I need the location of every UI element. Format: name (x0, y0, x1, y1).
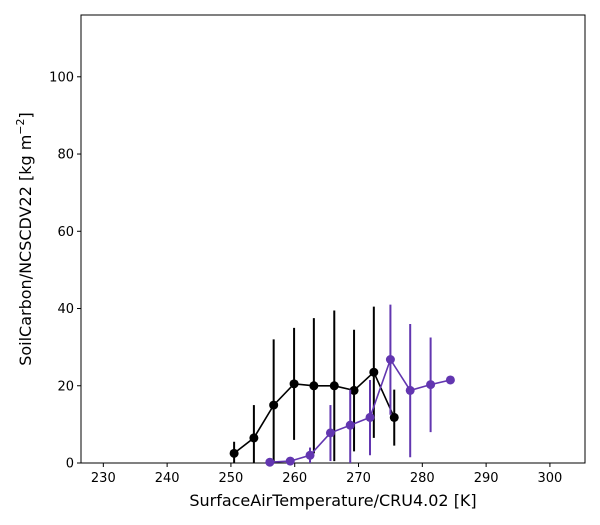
series-0-point-3 (289, 379, 299, 389)
series-0-point-1 (249, 433, 259, 443)
series-0-point-6 (349, 385, 359, 395)
series-1-point-1 (285, 456, 295, 466)
x-tick-label-4: 270 (346, 471, 371, 486)
y-tick-label-2: 40 (57, 302, 74, 317)
y-axis: 0 20 40 60 80 100 (49, 70, 81, 472)
x-axis: 230 240 250 260 270 280 290 300 (91, 463, 562, 486)
y-axis-label-superscript: −2 (14, 118, 27, 134)
x-tick-label-6: 290 (474, 471, 499, 486)
series-0-point-0 (229, 448, 239, 458)
series-1 (265, 304, 455, 467)
series-1-point-6 (385, 354, 395, 364)
series-1-point-0 (265, 457, 275, 467)
y-tick-label-3: 60 (57, 225, 74, 240)
y-axis-label-main: SoilCarbon/NCSCDV22 [kg m (16, 135, 35, 366)
y-axis-label-end: ] (16, 112, 35, 118)
y-tick-label-4: 80 (57, 148, 74, 163)
x-tick-label-2: 250 (219, 471, 244, 486)
series-0-point-7 (369, 367, 379, 377)
series-1-point-4 (345, 420, 355, 430)
series-0-point-8 (389, 412, 399, 422)
y-tick-label-0: 0 (66, 457, 74, 472)
series-1-point-9 (445, 375, 455, 385)
y-axis-label: SoilCarbon/NCSCDV22 [kg m−2] (14, 112, 35, 366)
series-layer (229, 304, 455, 467)
series-1-point-7 (405, 385, 415, 395)
x-tick-label-5: 280 (410, 471, 435, 486)
series-1-point-2 (305, 450, 315, 460)
series-1-point-3 (325, 428, 335, 438)
y-tick-label-1: 20 (57, 379, 74, 394)
x-tick-label-1: 240 (155, 471, 180, 486)
series-1-point-8 (426, 380, 436, 390)
x-axis-label: SurfaceAirTemperature/CRU4.02 [K] (189, 491, 476, 510)
series-1-line (269, 357, 451, 463)
series-0 (229, 306, 399, 463)
series-0-point-4 (309, 381, 319, 391)
series-0-point-5 (329, 381, 339, 391)
x-tick-label-0: 230 (91, 471, 116, 486)
x-tick-label-3: 260 (282, 471, 307, 486)
plot-area (80, 14, 586, 464)
x-tick-label-7: 300 (537, 471, 562, 486)
series-0-point-2 (269, 400, 279, 410)
y-tick-label-5: 100 (49, 70, 74, 85)
series-1-point-5 (365, 412, 375, 422)
